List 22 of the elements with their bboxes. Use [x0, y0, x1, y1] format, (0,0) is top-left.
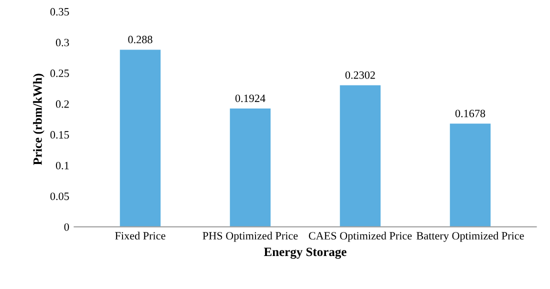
y-axis-title: Price (rbm/kWh) — [33, 74, 44, 165]
bar — [120, 50, 161, 227]
data-label: 0.1678 — [455, 110, 486, 118]
bar — [450, 124, 491, 227]
x-tick-label: CAES Optimized Price — [308, 232, 412, 242]
y-tick-label: 0.25 — [50, 70, 69, 78]
y-tick-label: 0.35 — [50, 8, 69, 16]
data-label: 0.2302 — [345, 71, 375, 79]
y-tick-label: 0.3 — [56, 38, 69, 46]
data-label: 0.288 — [128, 36, 152, 44]
bar — [230, 108, 271, 227]
y-tick-label: 0.15 — [50, 131, 69, 139]
x-axis-title: Energy Storage — [264, 248, 346, 259]
x-tick-label: Fixed Price — [115, 232, 166, 240]
y-tick-label: 0 — [64, 223, 69, 231]
y-tick-label: 0.1 — [56, 162, 69, 170]
x-tick-label: Battery Optimized Price — [416, 232, 524, 242]
data-label: 0.1924 — [235, 94, 266, 102]
x-tick-label: PHS Optimized Price — [202, 232, 298, 242]
y-tick-label: 0.2 — [56, 100, 69, 108]
bar — [340, 85, 381, 227]
y-tick-label: 0.05 — [50, 192, 69, 200]
